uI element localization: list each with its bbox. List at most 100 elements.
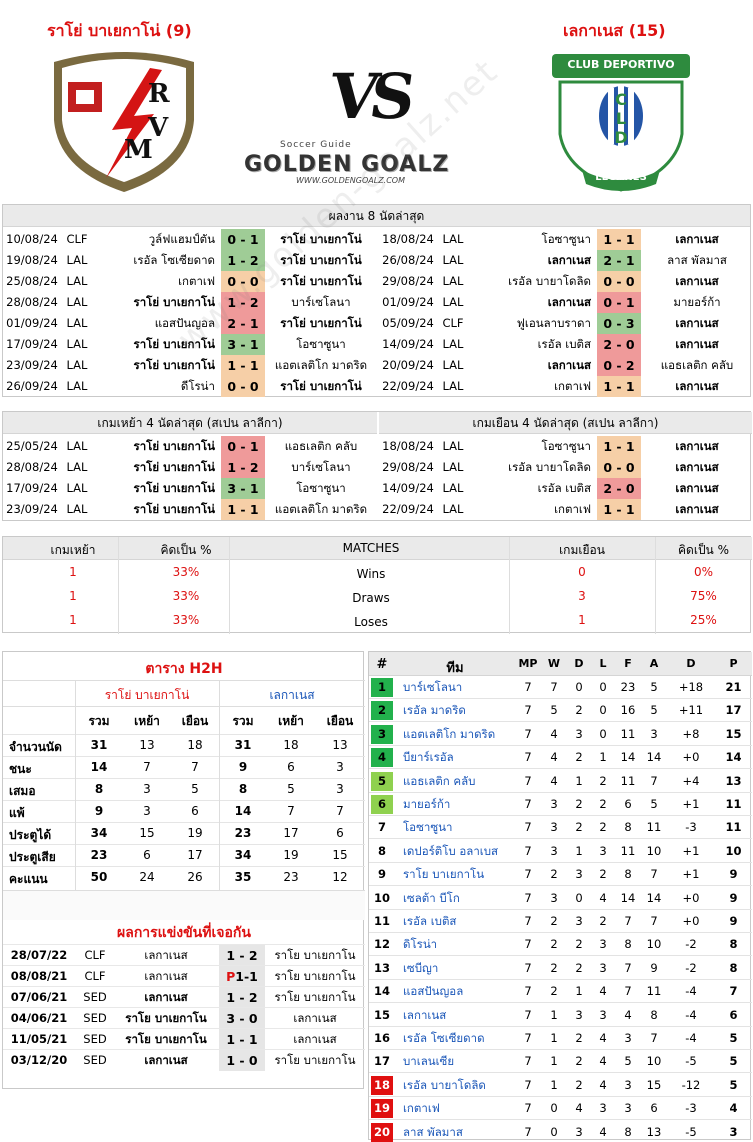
table-row[interactable]: 17 บาเลนเซีย 7 1 2 4 5 10 -5 5: [369, 1050, 752, 1074]
meeting-row[interactable]: 08/08/21 CLF เลกาเนส P1-1 ราโย บาเยกาโน: [3, 965, 365, 987]
match-home-team[interactable]: แอสปันญอล: [154, 316, 215, 330]
table-team[interactable]: ดิโรน่า: [403, 937, 438, 952]
meeting-away-team[interactable]: ราโย บาเยกาโน: [274, 948, 356, 962]
match-home-team[interactable]: โอซาซูนา: [541, 232, 591, 246]
match-row[interactable]: 01/09/24 LAL เลกาเนส 0 - 1 มายอร์ก้า: [379, 292, 753, 313]
match-row[interactable]: 18/08/24 LAL โอซาซูนา 1 - 1 เลกาเนส: [379, 436, 753, 457]
table-team[interactable]: แอสปันญอล: [403, 984, 464, 999]
match-row[interactable]: 28/08/24 LAL ราโย่ บาเยกาโน่ 1 - 2 บาร์เซโลน…: [3, 457, 377, 478]
match-home-team[interactable]: เรอัล เบติส: [537, 337, 591, 351]
match-away-team[interactable]: โอซาซูนา: [296, 337, 346, 351]
table-team[interactable]: เรอัล บายาโดลิด: [403, 1077, 486, 1092]
match-away-team[interactable]: เลกาเนส: [675, 337, 719, 351]
table-row[interactable]: 12 ดิโรน่า 7 2 2 3 8 10 -2 8: [369, 933, 752, 957]
table-team[interactable]: ลาส พัลมาส: [403, 1124, 463, 1139]
table-row[interactable]: 4 บียาร์เรอัล 7 4 2 1 14 14 +0 14: [369, 746, 752, 770]
meeting-home-team[interactable]: เลกาเนส: [144, 1053, 188, 1067]
match-row[interactable]: 23/09/24 LAL ราโย่ บาเยกาโน่ 1 - 1 แอตเลติโก…: [3, 355, 377, 376]
match-away-team[interactable]: เลกาเนส: [675, 439, 719, 453]
match-home-team[interactable]: เรอัล เบติส: [537, 481, 591, 495]
meeting-home-team[interactable]: เลกาเนส: [144, 990, 188, 1004]
match-away-team[interactable]: บาร์เซโลนา: [291, 295, 351, 309]
meeting-away-team[interactable]: ราโย บาเยกาโน: [274, 990, 356, 1004]
match-away-team[interactable]: ราโย่ บาเยกาโน่: [280, 316, 362, 330]
table-team[interactable]: แอตเลติโก มาดริด: [403, 726, 496, 741]
meeting-home-team[interactable]: เลกาเนส: [144, 948, 188, 962]
match-away-team[interactable]: ราโย่ บาเยกาโน่: [280, 274, 362, 288]
match-home-team[interactable]: เลกาเนส: [547, 295, 591, 309]
match-row[interactable]: 17/09/24 LAL ราโย่ บาเยกาโน่ 3 - 1 โอซาซูนา: [3, 478, 377, 499]
match-row[interactable]: 10/08/24 CLF วูล์ฟแฮมป์ตัน 0 - 1 ราโย่ บาเยก…: [3, 229, 377, 250]
match-row[interactable]: 23/09/24 LAL ราโย่ บาเยกาโน่ 1 - 1 แอตเลติโก…: [3, 499, 377, 520]
match-row[interactable]: 29/08/24 LAL เรอัล บายาโดลิด 0 - 0 เลกาเนส: [379, 457, 753, 478]
match-away-team[interactable]: บาร์เซโลนา: [291, 460, 351, 474]
table-row[interactable]: 9 ราโย บาเยกาโน 7 2 3 2 8 7 +1 9: [369, 863, 752, 887]
match-row[interactable]: 19/08/24 LAL เรอัล โซเซียดาด 1 - 2 ราโย่ บาเ…: [3, 250, 377, 271]
match-home-team[interactable]: วูล์ฟแฮมป์ตัน: [148, 232, 215, 246]
match-row[interactable]: 29/08/24 LAL เรอัล บายาโดลิด 0 - 0 เลกาเนส: [379, 271, 753, 292]
match-home-team[interactable]: ราโย่ บาเยกาโน่: [133, 337, 215, 351]
match-home-team[interactable]: เลกาเนส: [547, 358, 591, 372]
table-row[interactable]: 13 เซบีญา 7 2 2 3 7 9 -2 8: [369, 957, 752, 980]
match-away-team[interactable]: ราโย่ บาเยกาโน่: [280, 232, 362, 246]
match-home-team[interactable]: ราโย่ บาเยกาโน่: [133, 502, 215, 516]
table-team[interactable]: บาร์เซโลนา: [403, 680, 463, 694]
match-away-team[interactable]: แอตเลติโก มาดริด: [274, 358, 368, 372]
meeting-home-team[interactable]: ราโย บาเยกาโน: [125, 1011, 207, 1025]
match-away-team[interactable]: เลกาเนส: [675, 502, 719, 516]
match-row[interactable]: 01/09/24 LAL แอสปันญอล 2 - 1 ราโย่ บาเยกาโน่: [3, 313, 377, 334]
match-row[interactable]: 05/09/24 CLF ฟูเอนลาบราดา 0 - 3 เลกาเนส: [379, 313, 753, 334]
match-away-team[interactable]: เลกาเนส: [675, 379, 719, 393]
table-team[interactable]: โอซาซูนา: [403, 820, 453, 835]
match-away-team[interactable]: ราโย่ บาเยกาโน่: [280, 253, 362, 267]
table-row[interactable]: 11 เรอัล เบติส 7 2 3 2 7 7 +0 9: [369, 910, 752, 933]
table-row[interactable]: 16 เรอัล โซเซียดาด 7 1 2 4 3 7 -4 5: [369, 1027, 752, 1050]
match-home-team[interactable]: เรอัล บายาโดลิด: [508, 460, 591, 474]
match-row[interactable]: 25/05/24 LAL ราโย่ บาเยกาโน่ 0 - 1 แอธเลติก …: [3, 436, 377, 457]
match-home-team[interactable]: ราโย่ บาเยกาโน่: [133, 358, 215, 372]
match-row[interactable]: 26/09/24 LAL ดีโรน่า 0 - 0 ราโย่ บาเยกาโน่: [3, 376, 377, 397]
table-team[interactable]: เซบีญา: [403, 960, 439, 975]
table-row[interactable]: 20 ลาส พัลมาส 7 0 3 4 8 13 -5 3: [369, 1121, 752, 1142]
match-away-team[interactable]: แอตเลติโก มาดริด: [274, 502, 368, 516]
table-team[interactable]: เกตาเฟ: [403, 1101, 440, 1116]
table-row[interactable]: 7 โอซาซูนา 7 3 2 2 8 11 -3 11: [369, 816, 752, 840]
match-away-team[interactable]: เลกาเนส: [675, 274, 719, 288]
match-home-team[interactable]: เลกาเนส: [547, 253, 591, 267]
meeting-row[interactable]: 03/12/20 SED เลกาเนส 1 - 0 ราโย บาเยกาโน: [3, 1049, 365, 1071]
table-row[interactable]: 19 เกตาเฟ 7 0 4 3 3 6 -3 4: [369, 1097, 752, 1121]
match-home-team[interactable]: ราโย่ บาเยกาโน่: [133, 460, 215, 474]
match-row[interactable]: 14/09/24 LAL เรอัล เบติส 2 - 0 เลกาเนส: [379, 478, 753, 499]
match-away-team[interactable]: มายอร์ก้า: [673, 295, 721, 309]
match-row[interactable]: 17/09/24 LAL ราโย่ บาเยกาโน่ 3 - 1 โอซาซูนา: [3, 334, 377, 355]
match-away-team[interactable]: โอซาซูนา: [296, 481, 346, 495]
table-row[interactable]: 18 เรอัล บายาโดลิด 7 1 2 4 3 15 -12 5: [369, 1074, 752, 1097]
match-away-team[interactable]: แอธเลติก คลับ: [660, 358, 734, 372]
table-row[interactable]: 10 เซลต้า บีโก 7 3 0 4 14 14 +0 9: [369, 887, 752, 910]
table-team[interactable]: บาเลนเซีย: [403, 1054, 455, 1069]
meeting-row[interactable]: 04/06/21 SED ราโย บาเยกาโน 3 - 0 เลกาเนส: [3, 1007, 365, 1029]
match-row[interactable]: 18/08/24 LAL โอซาซูนา 1 - 1 เลกาเนส: [379, 229, 753, 250]
meeting-away-team[interactable]: ราโย บาเยกาโน: [274, 969, 356, 983]
meeting-row[interactable]: 07/06/21 SED เลกาเนส 1 - 2 ราโย บาเยกาโน: [3, 986, 365, 1008]
table-row[interactable]: 8 เดปอร์ติโบ อลาเบส 7 3 1 3 11 10 +1 10: [369, 840, 752, 863]
table-team[interactable]: เรอัล เบติส: [403, 914, 457, 928]
match-home-team[interactable]: ราโย่ บาเยกาโน่: [133, 481, 215, 495]
match-away-team[interactable]: เลกาเนส: [675, 460, 719, 474]
match-home-team[interactable]: เกตาเฟ: [554, 502, 591, 516]
match-row[interactable]: 22/09/24 LAL เกตาเฟ 1 - 1 เลกาเนส: [379, 376, 753, 397]
table-row[interactable]: 15 เลกาเนส 7 1 3 3 4 8 -4 6: [369, 1004, 752, 1027]
table-team[interactable]: แอธเลติก คลับ: [403, 773, 476, 788]
match-home-team[interactable]: โอซาซูนา: [541, 439, 591, 453]
meeting-row[interactable]: 11/05/21 SED ราโย บาเยกาโน 1 - 1 เลกาเนส: [3, 1028, 365, 1050]
match-home-team[interactable]: ฟูเอนลาบราดา: [516, 316, 591, 330]
table-row[interactable]: 1 บาร์เซโลนา 7 7 0 0 23 5 +18 21: [369, 676, 752, 699]
table-row[interactable]: 6 มายอร์ก้า 7 3 2 2 6 5 +1 11: [369, 793, 752, 816]
meeting-home-team[interactable]: ราโย บาเยกาโน: [125, 1032, 207, 1046]
match-home-team[interactable]: ดีโรน่า: [180, 379, 215, 393]
meeting-away-team[interactable]: ราโย บาเยกาโน: [274, 1053, 356, 1067]
table-team[interactable]: ราโย บาเยกาโน: [403, 867, 485, 882]
match-away-team[interactable]: ราโย่ บาเยกาโน่: [280, 379, 362, 393]
table-team[interactable]: มายอร์ก้า: [403, 797, 451, 811]
table-row[interactable]: 5 แอธเลติก คลับ 7 4 1 2 11 7 +4 13: [369, 770, 752, 793]
